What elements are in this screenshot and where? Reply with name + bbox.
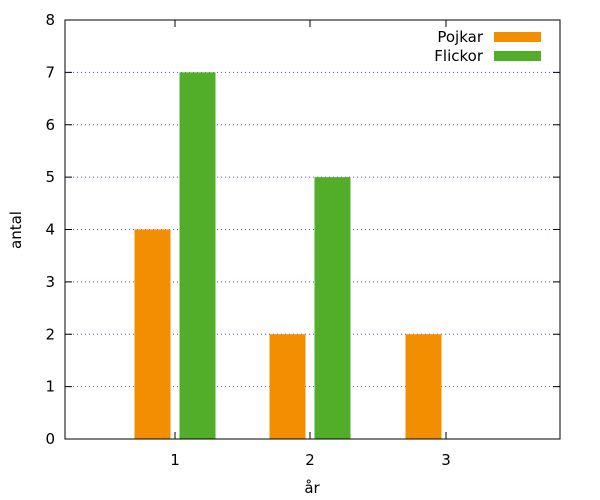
y-tick-label: 5: [45, 168, 55, 186]
y-tick-label: 4: [45, 221, 55, 239]
bar-pojkar-1: [134, 229, 171, 439]
bars: [134, 72, 442, 439]
bar-flickor-1: [179, 72, 216, 439]
y-tick-label: 6: [45, 116, 55, 134]
y-tick-label: 0: [45, 430, 55, 448]
y-axis-ticks: 0 1 2 3 4 5 6 7 8: [45, 11, 560, 448]
y-tick-label: 2: [45, 325, 55, 343]
bar-flickor-2: [314, 177, 351, 439]
x-axis-ticks: 1 2 3: [170, 20, 451, 469]
legend-label: Pojkar: [437, 28, 483, 46]
y-axis-title: antal: [7, 211, 25, 249]
y-tick-label: 3: [45, 273, 55, 291]
legend-label: Flickor: [434, 47, 484, 65]
y-tick-label: 7: [45, 63, 55, 81]
x-axis-title: år: [304, 479, 320, 497]
x-tick-label: 2: [305, 451, 315, 469]
legend-swatch: [494, 51, 541, 61]
y-tick-label: 8: [45, 11, 55, 29]
x-tick-label: 3: [441, 451, 451, 469]
legend-swatch: [494, 32, 541, 42]
bar-pojkar-3: [405, 334, 442, 439]
bar-pojkar-2: [269, 334, 306, 439]
y-tick-label: 1: [45, 378, 55, 396]
x-tick-label: 1: [170, 451, 180, 469]
